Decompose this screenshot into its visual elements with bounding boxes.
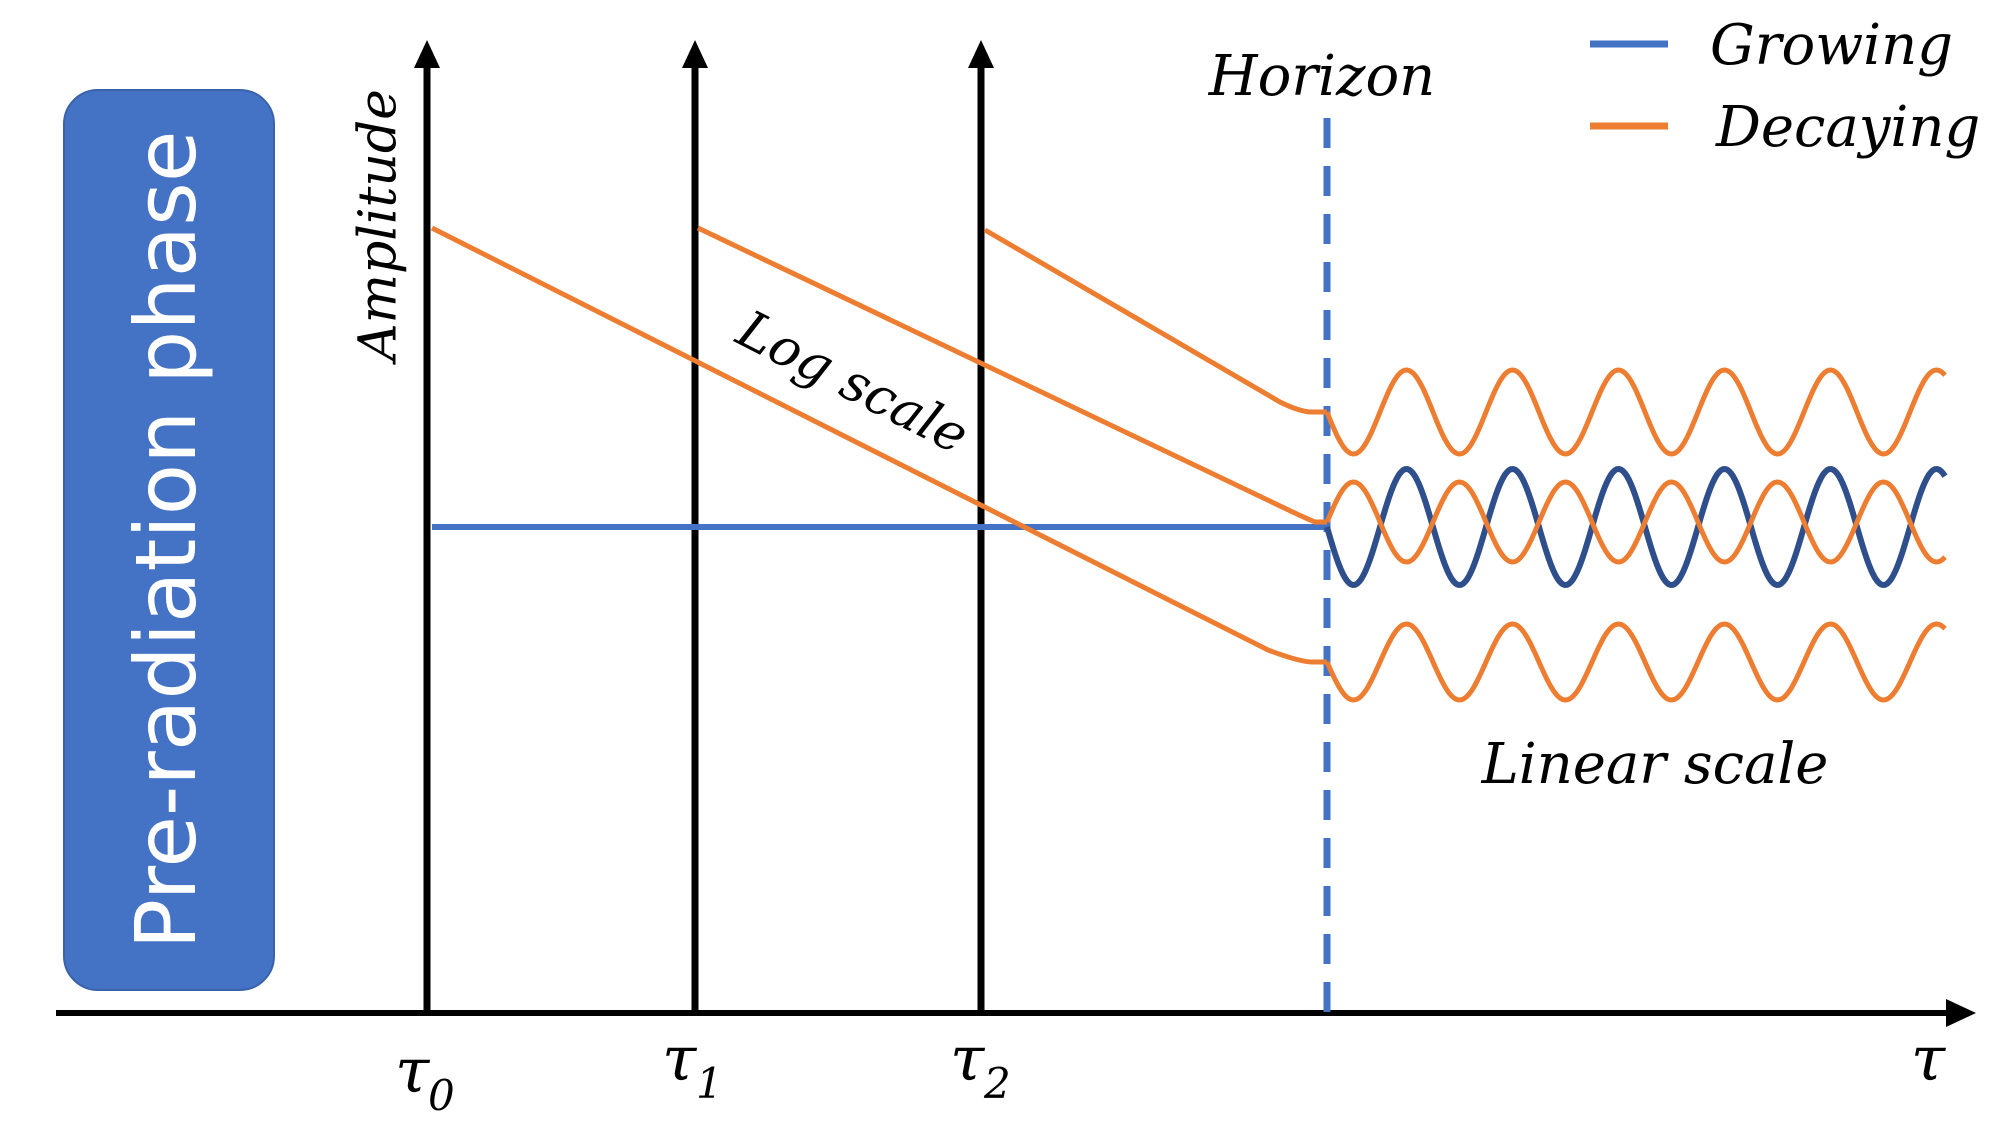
vertical-axis-tau0 xyxy=(414,40,440,1013)
linear-scale-label: Linear scale xyxy=(1481,732,1829,797)
phase-box: Pre-radiation phase xyxy=(63,89,275,991)
tick-label-tau1-base: τ xyxy=(662,1022,698,1095)
tick-label-tau1-sub: 1 xyxy=(696,1059,723,1108)
vertical-axis-tau1 xyxy=(682,40,708,1013)
growing-oscillation xyxy=(1324,465,1948,589)
vertical-axis-tau2 xyxy=(968,40,994,1013)
tick-label-tau1: τ 1 xyxy=(662,1022,723,1108)
phase-label: Pre-radiation phase xyxy=(117,130,215,949)
legend-label-growing: Growing xyxy=(1710,13,1953,78)
x-axis-label: τ xyxy=(1911,1022,1947,1095)
oscillations xyxy=(1324,367,1948,703)
x-axis xyxy=(56,999,1976,1027)
tick-label-tau2-base: τ xyxy=(950,1022,986,1095)
tick-label-tau2: τ 2 xyxy=(950,1022,1011,1108)
tick-label-tau0: τ 0 xyxy=(395,1034,455,1120)
tick-label-tau0-sub: 0 xyxy=(428,1071,455,1120)
y-axis-label: Amplitude xyxy=(349,89,409,365)
decaying-oscillation-3 xyxy=(1324,621,1947,703)
decaying-oscillation-1 xyxy=(1324,367,1947,457)
legend: Growing Decaying xyxy=(1590,13,1980,160)
decaying-mode-line-2 xyxy=(696,225,1327,525)
decaying-oscillation-2 xyxy=(1324,479,1947,565)
tick-label-tau0-base: τ xyxy=(395,1034,431,1107)
legend-label-decaying: Decaying xyxy=(1715,95,1980,160)
horizon-label: Horizon xyxy=(1208,44,1436,109)
decaying-mode-line-3 xyxy=(983,227,1327,415)
decaying-mode-line-1 xyxy=(430,225,1327,665)
tick-label-tau2-sub: 2 xyxy=(983,1059,1011,1108)
